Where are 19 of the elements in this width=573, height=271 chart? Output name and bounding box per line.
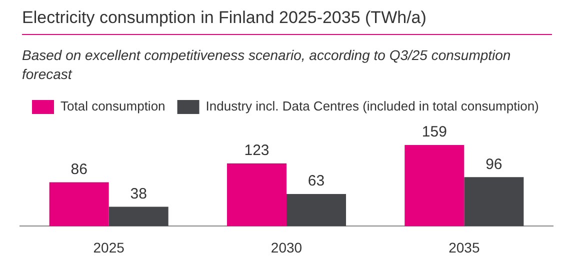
chart-subtitle: Based on excellent competitiveness scenario, according to Q3/25 consumption forecast [22, 46, 512, 84]
bar [286, 194, 346, 226]
bar [404, 144, 464, 226]
bar [464, 177, 524, 226]
legend-label: Industry incl. Data Centres (included in total consumption) [206, 98, 539, 114]
x-tick-label: 2030 [270, 239, 302, 256]
data-label: 96 [486, 156, 502, 173]
data-label: 159 [422, 124, 447, 141]
data-label: 86 [70, 160, 88, 178]
x-tick-label: 2025 [93, 239, 125, 256]
bar [226, 163, 286, 226]
legend-label: Total consumption [60, 98, 166, 114]
data-label: 63 [308, 172, 325, 190]
x-tick-label: 2035 [448, 239, 480, 256]
bar [108, 206, 168, 226]
chart-title: Electricity consumption in Finland 2025-2035 (TWh/a) [22, 8, 552, 35]
data-label: 38 [130, 185, 147, 202]
data-label: 123 [244, 142, 270, 159]
bar [49, 182, 109, 226]
